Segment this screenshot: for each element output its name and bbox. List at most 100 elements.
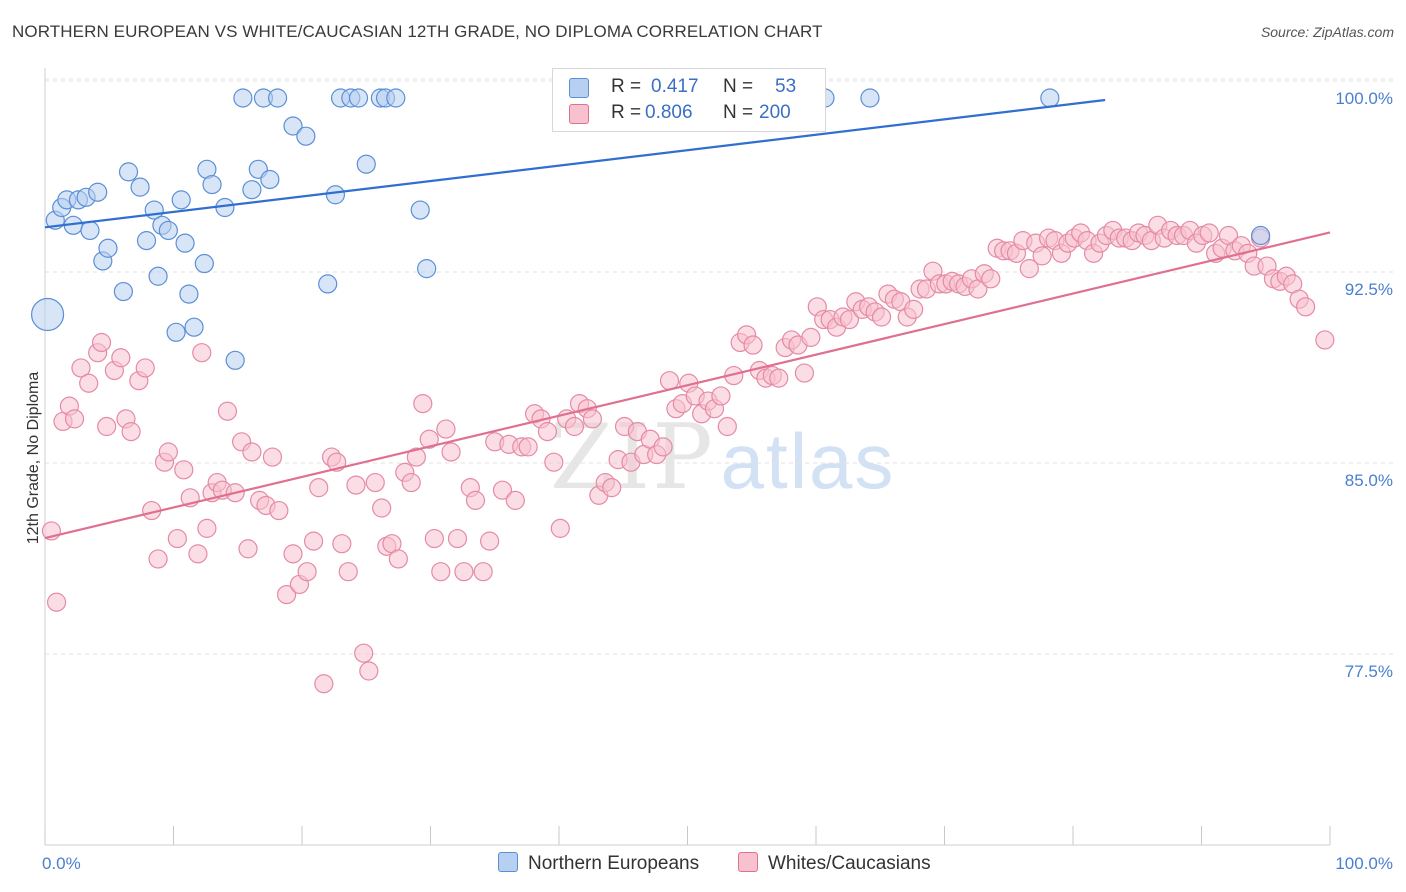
northern-europeans-point: [242, 180, 262, 200]
whites-caucasians-point: [309, 478, 329, 498]
legend-n-value: 200: [759, 102, 791, 123]
whites-caucasians-point: [1295, 297, 1316, 317]
legend-r-value: 0.417: [651, 76, 699, 97]
whites-caucasians-point: [602, 478, 622, 498]
watermark-atlas: atlas: [720, 417, 896, 505]
whites-caucasians-point: [904, 299, 924, 319]
chart-title: NORTHERN EUROPEAN VS WHITE/CAUCASIAN 12T…: [12, 22, 823, 41]
northern-europeans-point: [118, 162, 139, 182]
whites-caucasians-point: [238, 539, 258, 559]
whites-caucasians-point: [79, 373, 99, 393]
whites-caucasians-point: [97, 416, 117, 437]
northern-europeans-point: [113, 281, 133, 302]
whites-caucasians-point: [64, 409, 85, 429]
whites-caucasians-point: [188, 544, 208, 564]
whites-caucasians-point: [454, 562, 474, 582]
whites-caucasians-point: [447, 528, 468, 549]
whites-caucasians-point: [269, 500, 289, 521]
whites-caucasians-point: [401, 472, 421, 493]
y-tick-label: 85.0%: [1345, 471, 1393, 490]
whites-caucasians-point: [480, 531, 500, 551]
northern-europeans-point: [148, 266, 168, 286]
whites-caucasians-point: [743, 335, 763, 355]
whites-caucasians-point: [794, 363, 815, 383]
whites-caucasians-point: [424, 528, 444, 549]
whites-caucasians-point: [465, 490, 486, 510]
northern-europeans-point: [194, 253, 214, 274]
x-tick-label: 100.0%: [1335, 854, 1393, 873]
northern-europeans-point: [136, 231, 157, 251]
whites-caucasians-point: [436, 419, 456, 439]
bottom-legend-swatch-pink: [738, 852, 758, 872]
northern-europeans-point: [88, 182, 108, 202]
x-tick-label: 0.0%: [42, 854, 81, 873]
northern-europeans-point: [130, 177, 150, 197]
whites-caucasians-point: [167, 528, 187, 549]
whites-caucasians-point: [801, 327, 821, 347]
bottom-legend-whites-caucasians: Whites/Caucasians: [738, 852, 931, 875]
whites-caucasians-point: [297, 562, 317, 582]
whites-caucasians-point: [711, 386, 731, 406]
whites-caucasians-point: [314, 674, 334, 694]
northern-europeans-point: [80, 220, 100, 241]
northern-europeans-point: [417, 259, 437, 279]
northern-europeans-point: [98, 238, 118, 258]
whites-caucasians-point: [135, 358, 155, 378]
northern-europeans-point: [860, 88, 880, 108]
whites-caucasians-point: [346, 475, 366, 495]
whites-caucasians-point: [174, 460, 194, 480]
whites-caucasians-point: [1315, 330, 1335, 350]
bottom-legend-label: Northern Europeans: [528, 853, 700, 874]
trend-line-whites-caucasians: [44, 231, 1331, 540]
whites-caucasians-point: [505, 490, 525, 510]
whites-caucasians-point: [550, 518, 570, 538]
northern-europeans-point: [267, 88, 288, 108]
whites-caucasians-point: [192, 343, 212, 363]
whites-caucasians-point: [564, 416, 585, 437]
whites-caucasians-point: [372, 498, 392, 518]
northern-europeans-point: [166, 322, 186, 342]
trend-line-northern-europeans: [44, 98, 1106, 229]
whites-caucasians-point: [431, 562, 451, 582]
northern-europeans-point: [171, 190, 191, 210]
whites-caucasians-point: [406, 447, 426, 467]
whites-caucasians-point: [653, 437, 673, 457]
chart-source: Source: ZipAtlas.com: [1260, 24, 1394, 40]
northern-europeans-point: [356, 154, 376, 174]
grid-lines: [45, 78, 1395, 655]
northern-europeans-point: [233, 88, 253, 108]
whites-caucasians-point: [359, 661, 379, 681]
y-axis-title: 12th Grade, No Diploma: [25, 372, 42, 545]
legend-r-label: R =: [611, 76, 642, 97]
northern-europeans-point: [386, 88, 406, 108]
whites-caucasians-point: [303, 531, 324, 551]
legend-n-label: N =: [723, 102, 754, 123]
northern-europeans-point: [1251, 225, 1271, 246]
y-tick-label: 100.0%: [1335, 89, 1393, 108]
northern-europeans-point: [260, 169, 280, 190]
whites-caucasians-point: [492, 480, 513, 500]
legend-n-value: 53: [775, 76, 797, 97]
whites-caucasians-point: [871, 307, 892, 327]
trend-lines: [44, 98, 1331, 540]
whites-caucasians-point: [121, 422, 141, 442]
whites-caucasians-point: [91, 332, 112, 353]
whites-caucasians-point: [419, 429, 439, 449]
whites-caucasians-point: [158, 442, 178, 462]
bottom-legend-northern-europeans: Northern Europeans: [498, 852, 699, 875]
northern-europeans-point: [318, 274, 338, 294]
northern-europeans-point: [225, 350, 245, 370]
legend-r-label: R =: [611, 102, 642, 123]
whites-caucasians-point: [242, 442, 262, 462]
northern-europeans-point: [348, 88, 369, 108]
legend-swatch-blue: [569, 78, 589, 98]
correlation-legend: R = 0.417 N = 53 R = 0.806 N = 200: [552, 68, 826, 132]
whites-caucasians-point: [537, 422, 558, 442]
axes: [44, 68, 1331, 846]
whites-caucasians-point: [46, 592, 67, 612]
whites-caucasians-point: [839, 309, 860, 330]
northern-europeans-point: [1040, 88, 1060, 108]
whites-caucasians-point: [441, 442, 461, 462]
whites-caucasians-point: [283, 544, 303, 564]
